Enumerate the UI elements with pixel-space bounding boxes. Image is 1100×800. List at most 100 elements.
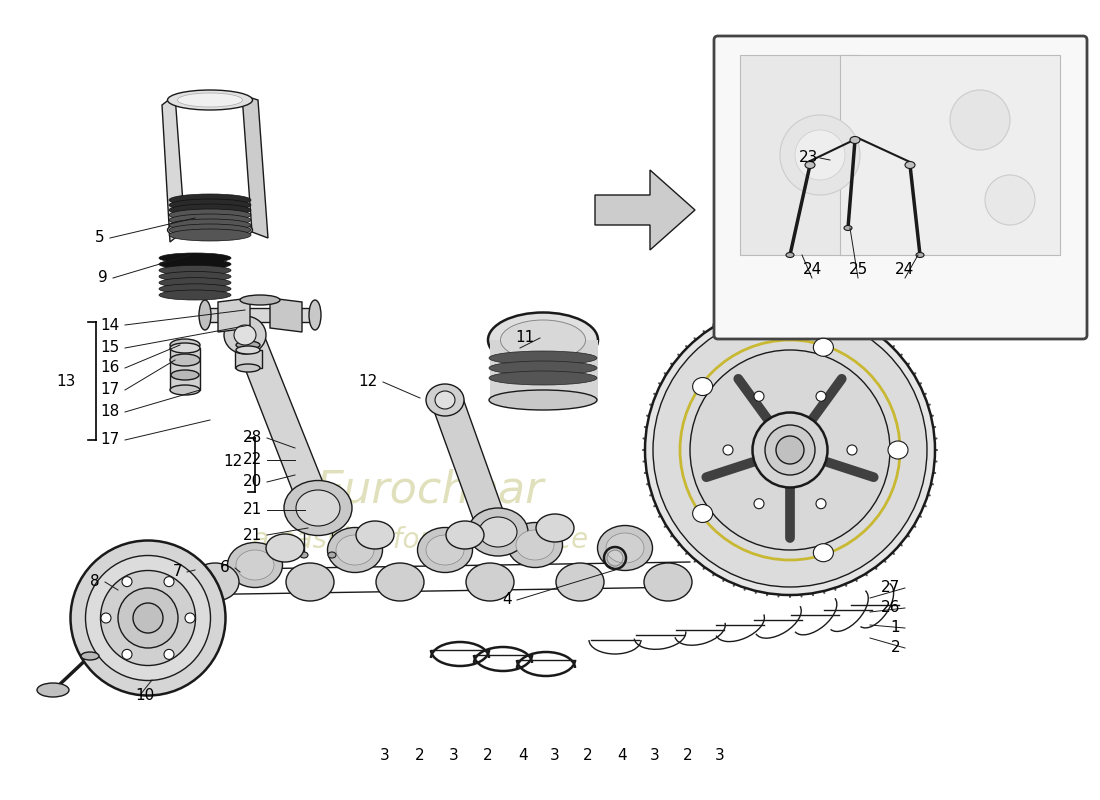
Ellipse shape [169, 204, 251, 216]
Text: 2: 2 [683, 747, 693, 762]
FancyBboxPatch shape [714, 36, 1087, 339]
Text: 16: 16 [100, 361, 120, 375]
Ellipse shape [556, 563, 604, 601]
Ellipse shape [644, 563, 692, 601]
Ellipse shape [950, 90, 1010, 150]
Text: 18: 18 [101, 405, 120, 419]
Text: Eurochpar: Eurochpar [316, 469, 544, 511]
Ellipse shape [236, 550, 274, 580]
Text: 7: 7 [173, 565, 182, 579]
Text: 15: 15 [101, 341, 120, 355]
Ellipse shape [336, 535, 374, 565]
Ellipse shape [693, 505, 713, 522]
Ellipse shape [693, 378, 713, 395]
Ellipse shape [169, 199, 251, 211]
Text: 24: 24 [802, 262, 822, 278]
Ellipse shape [813, 338, 834, 356]
Ellipse shape [606, 533, 643, 563]
Ellipse shape [164, 650, 174, 659]
Text: 12: 12 [359, 374, 378, 390]
Ellipse shape [776, 436, 804, 464]
Ellipse shape [500, 320, 585, 360]
Ellipse shape [645, 305, 935, 595]
Text: 23: 23 [799, 150, 818, 166]
Ellipse shape [752, 413, 827, 487]
Text: 4: 4 [617, 747, 627, 762]
Ellipse shape [177, 93, 242, 107]
Ellipse shape [86, 555, 210, 681]
Text: 21: 21 [243, 527, 262, 542]
Ellipse shape [169, 229, 251, 241]
Text: 24: 24 [895, 262, 914, 278]
Ellipse shape [356, 521, 394, 549]
Ellipse shape [490, 390, 597, 410]
Ellipse shape [169, 209, 251, 221]
Ellipse shape [122, 577, 132, 586]
Polygon shape [205, 308, 315, 322]
Text: 10: 10 [135, 687, 155, 702]
Text: 13: 13 [56, 374, 76, 389]
Ellipse shape [328, 552, 336, 558]
Ellipse shape [236, 346, 260, 354]
Ellipse shape [296, 490, 340, 526]
Ellipse shape [169, 219, 251, 231]
Ellipse shape [816, 498, 826, 509]
Ellipse shape [170, 385, 200, 395]
Ellipse shape [236, 364, 260, 372]
Text: 4: 4 [518, 747, 528, 762]
Text: 26: 26 [881, 601, 900, 615]
Ellipse shape [160, 266, 231, 275]
Ellipse shape [160, 259, 231, 269]
Ellipse shape [286, 563, 334, 601]
Ellipse shape [160, 290, 231, 300]
Ellipse shape [224, 316, 266, 354]
Text: 8: 8 [90, 574, 100, 590]
Polygon shape [162, 95, 185, 242]
Polygon shape [490, 340, 598, 400]
Ellipse shape [653, 313, 927, 587]
Ellipse shape [122, 650, 132, 659]
Text: 17: 17 [101, 382, 120, 398]
Ellipse shape [488, 313, 598, 367]
Ellipse shape [160, 271, 231, 282]
Ellipse shape [795, 130, 845, 180]
Ellipse shape [516, 530, 554, 560]
Polygon shape [430, 390, 510, 538]
Ellipse shape [723, 445, 733, 455]
Ellipse shape [170, 370, 199, 380]
Ellipse shape [984, 175, 1035, 225]
Ellipse shape [167, 90, 253, 110]
FancyBboxPatch shape [840, 55, 1060, 255]
Ellipse shape [466, 563, 514, 601]
Ellipse shape [780, 115, 860, 195]
Ellipse shape [916, 253, 924, 258]
Ellipse shape [426, 535, 464, 565]
Ellipse shape [490, 361, 597, 375]
Ellipse shape [284, 481, 352, 535]
Text: a passion for excellence: a passion for excellence [252, 526, 589, 554]
Ellipse shape [754, 391, 764, 402]
Ellipse shape [167, 220, 253, 240]
Text: 6: 6 [220, 561, 230, 575]
Ellipse shape [786, 253, 794, 258]
Ellipse shape [507, 522, 562, 567]
Text: 25: 25 [848, 262, 868, 278]
Polygon shape [235, 350, 262, 368]
Polygon shape [595, 170, 695, 250]
Polygon shape [270, 298, 302, 332]
Ellipse shape [169, 194, 251, 206]
Ellipse shape [805, 162, 815, 169]
Ellipse shape [70, 541, 226, 695]
Polygon shape [218, 298, 250, 332]
Ellipse shape [376, 563, 424, 601]
Ellipse shape [536, 514, 574, 542]
Ellipse shape [236, 341, 260, 349]
Text: 3: 3 [715, 747, 725, 762]
Text: 22: 22 [243, 453, 262, 467]
Ellipse shape [191, 563, 239, 601]
Text: 5: 5 [96, 230, 104, 246]
Text: 3: 3 [550, 747, 560, 762]
Ellipse shape [100, 570, 196, 666]
Ellipse shape [597, 526, 652, 570]
Ellipse shape [446, 521, 484, 549]
